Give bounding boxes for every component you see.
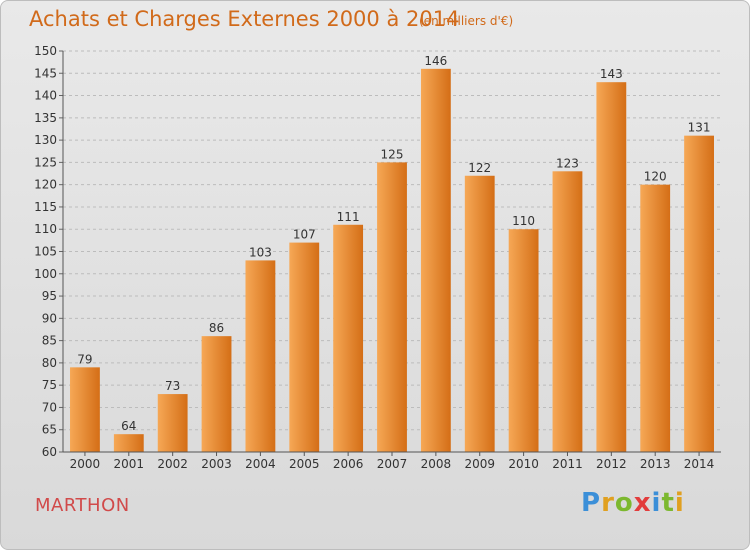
value-label: 73: [165, 379, 180, 393]
x-tick-label: 2014: [684, 457, 715, 471]
x-tick-label: 2013: [640, 457, 671, 471]
logo-letter: r: [601, 488, 615, 518]
logo-letter: i: [651, 488, 662, 518]
y-tick-label: 120: [34, 178, 57, 192]
x-tick-label: 2011: [552, 457, 583, 471]
x-tick-label: 2005: [289, 457, 320, 471]
y-tick-label: 150: [34, 44, 57, 58]
x-tick-label: 2003: [201, 457, 232, 471]
value-label: 110: [512, 214, 535, 228]
y-tick-label: 65: [42, 423, 57, 437]
bar-2012: [596, 82, 627, 452]
x-tick-label: 2006: [333, 457, 364, 471]
y-tick-label: 105: [34, 245, 57, 259]
logo-letter: P: [581, 488, 602, 518]
y-tick-label: 85: [42, 334, 57, 348]
logo-letter: t: [661, 488, 675, 518]
x-tick-label: 2007: [377, 457, 408, 471]
bar-2007: [377, 162, 407, 452]
x-tick-label: 2002: [157, 457, 188, 471]
y-tick-label: 95: [42, 289, 57, 303]
bar-2008: [420, 68, 451, 453]
value-label: 107: [293, 228, 316, 242]
y-tick-label: 145: [34, 66, 57, 80]
bar-2006: [333, 224, 364, 452]
value-label: 125: [381, 147, 404, 161]
x-tick-label: 2010: [508, 457, 539, 471]
value-label: 131: [688, 121, 711, 135]
value-label: 64: [121, 419, 136, 433]
y-tick-label: 140: [34, 89, 57, 103]
proxiti-logo: Proxiti: [581, 488, 685, 518]
value-label: 123: [556, 156, 579, 170]
y-tick-label: 135: [34, 111, 57, 125]
value-label: 120: [644, 170, 667, 184]
x-tick-label: 2004: [245, 457, 276, 471]
x-tick-label: 2001: [114, 457, 145, 471]
bar-2002: [157, 394, 188, 452]
bar-2005: [289, 242, 320, 452]
logo-letter: x: [633, 488, 652, 518]
x-tick-label: 2009: [464, 457, 495, 471]
y-tick-label: 115: [34, 200, 57, 214]
value-label: 103: [249, 245, 272, 259]
bar-2010: [508, 229, 539, 452]
bar-2000: [70, 367, 100, 452]
chart-subtitle: (en milliers d'€): [419, 14, 514, 28]
logo-letter: i: [674, 488, 685, 518]
bar-2009: [464, 175, 495, 452]
y-tick-label: 90: [42, 311, 57, 325]
x-tick-label: 2008: [421, 457, 452, 471]
value-label: 79: [77, 352, 92, 366]
y-tick-label: 100: [34, 267, 57, 281]
commune-name: MARTHON: [35, 495, 130, 516]
y-tick-label: 60: [42, 445, 57, 459]
value-label: 146: [424, 54, 447, 68]
value-label: 143: [600, 67, 623, 81]
value-label: 86: [209, 321, 224, 335]
y-tick-label: 130: [34, 133, 57, 147]
bar-2013: [640, 184, 671, 452]
chart-title: Achats et Charges Externes 2000 à 2014: [29, 7, 460, 31]
y-tick-label: 125: [34, 155, 57, 169]
y-tick-label: 70: [42, 400, 57, 414]
y-tick-label: 80: [42, 356, 57, 370]
value-label: 111: [337, 210, 360, 224]
value-label: 122: [468, 161, 491, 175]
logo-letter: o: [614, 488, 634, 518]
y-tick-label: 75: [42, 378, 57, 392]
bar-2014: [684, 135, 714, 452]
x-tick-label: 2012: [596, 457, 627, 471]
bar-2011: [552, 171, 583, 453]
x-tick-label: 2000: [70, 457, 101, 471]
bar-2004: [245, 260, 276, 452]
bar-2003: [201, 336, 232, 452]
y-tick-label: 110: [34, 222, 57, 236]
bar-2001: [113, 434, 144, 452]
